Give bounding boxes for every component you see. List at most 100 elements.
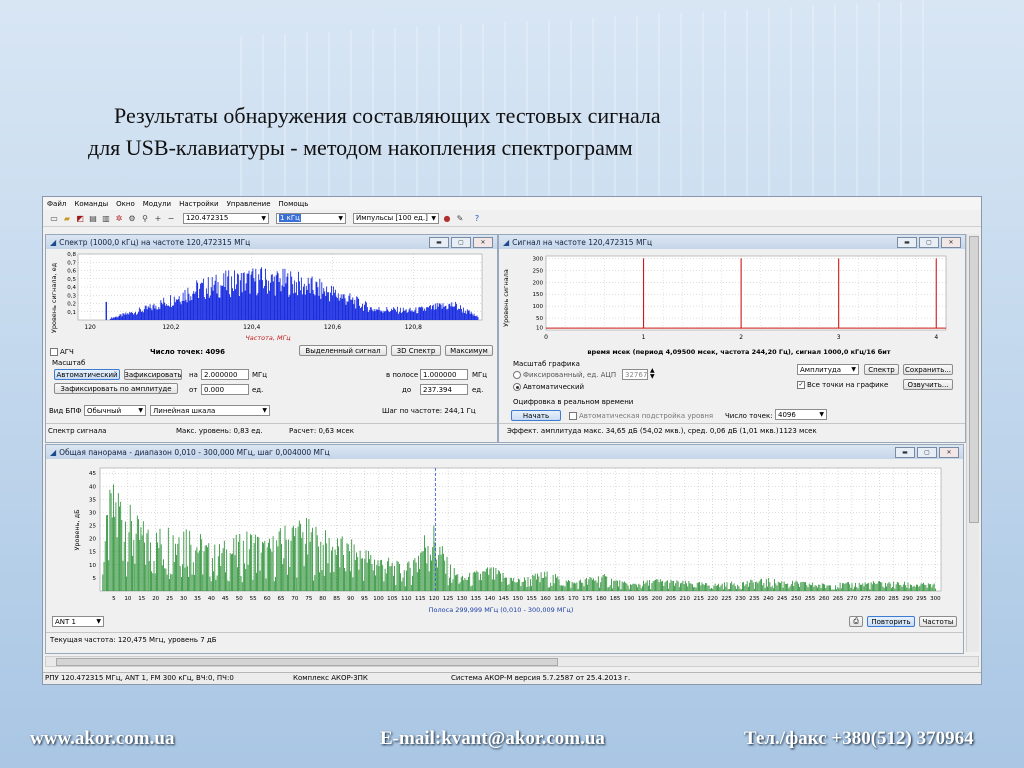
- repeat-button[interactable]: Повторить: [867, 616, 915, 627]
- all-points-checkbox[interactable]: ✓ Все точки на графике: [797, 381, 889, 389]
- close-button[interactable]: ✕: [941, 237, 961, 248]
- help-icon[interactable]: ?: [474, 213, 480, 223]
- frequency-combo[interactable]: 120.472315 ▼: [183, 212, 269, 224]
- spectrum-window-titlebar[interactable]: ◢ Спектр (1000,0 кГц) на частоте 120,472…: [46, 235, 497, 249]
- fixed-adc-input[interactable]: 32767: [622, 369, 648, 380]
- spectrum-x-tick-label: 120: [84, 324, 96, 331]
- signal-x-caption: время мсек (период 4,09500 мсек, частота…: [587, 348, 890, 356]
- maximize-button[interactable]: ▢: [919, 237, 939, 248]
- spectrum-button[interactable]: Спектр: [864, 364, 899, 375]
- selected-signal-button[interactable]: Выделенный сигнал: [299, 345, 387, 356]
- close-button[interactable]: ✕: [473, 237, 493, 248]
- frequencies-button[interactable]: Частоты: [919, 616, 957, 627]
- menu-file[interactable]: Файл: [47, 199, 67, 208]
- band-caption: Полоса 299,999 МГц (0,010 - 300,009 МГц): [429, 606, 574, 614]
- level-from-input[interactable]: 0.000: [201, 384, 249, 395]
- panorama-x-tick-label: 125: [443, 596, 454, 602]
- auto-scale-radio[interactable]: Автоматический: [513, 383, 584, 391]
- scale-type-select[interactable]: Линейная шкала ▼: [150, 405, 270, 416]
- level-to-input[interactable]: 237.394: [420, 384, 468, 395]
- vertical-scrollbar[interactable]: [966, 234, 979, 652]
- close-button[interactable]: ✕: [939, 447, 959, 458]
- amplitude-select[interactable]: Амплитуда ▼: [797, 364, 859, 375]
- menu-help[interactable]: Помощь: [278, 199, 309, 208]
- panorama-x-tick-label: 10: [124, 596, 131, 602]
- chart-icon[interactable]: ◩: [76, 213, 84, 223]
- panorama-x-tick-label: 100: [373, 596, 384, 602]
- open-folder-icon[interactable]: ▰: [63, 213, 71, 223]
- panorama-x-tick-label: 75: [305, 596, 312, 602]
- panorama-x-tick-label: 85: [333, 596, 340, 602]
- maximize-button[interactable]: ▢: [451, 237, 471, 248]
- graph-icon[interactable]: ▥: [102, 213, 110, 223]
- auto-scale-button[interactable]: Автоматический: [54, 369, 120, 380]
- band-input[interactable]: 1.000000: [420, 369, 468, 380]
- spectrum-status-calc: Расчет: 0,63 мсек: [289, 427, 354, 435]
- agc-checkbox[interactable]: АГЧ: [50, 348, 74, 356]
- auto-level-checkbox[interactable]: Автоматическая подстройка уровня: [569, 412, 713, 420]
- tools-icon[interactable]: ✎: [456, 213, 464, 223]
- menu-settings[interactable]: Настройки: [179, 199, 219, 208]
- zoom-icon[interactable]: ⚲: [142, 213, 148, 223]
- maximum-button[interactable]: Максимум: [445, 345, 493, 356]
- print-icon[interactable]: ⎙: [849, 616, 863, 627]
- panorama-x-tick-label: 230: [735, 596, 746, 602]
- panorama-x-tick-label: 130: [457, 596, 468, 602]
- spectrum-x-tick-label: 120,6: [324, 324, 341, 331]
- chevron-down-icon: ▼: [338, 214, 343, 222]
- fft-type-label: Вид БПФ: [49, 407, 82, 415]
- chevron-down-icon: ▼: [262, 407, 267, 414]
- fix-amplitude-button[interactable]: Зафиксировать по амплитуде: [54, 383, 178, 394]
- fix-scale-button[interactable]: Зафиксировать: [124, 369, 182, 380]
- stepper-icon[interactable]: ▲ ▼: [650, 367, 655, 380]
- mode-combo[interactable]: Импульсы [100 ед.] ▼: [353, 212, 439, 224]
- signal-points-select[interactable]: 4096 ▼: [775, 409, 827, 420]
- antenna-select[interactable]: ANT 1 ▼: [52, 616, 104, 627]
- scale-group-label: Масштаб: [52, 359, 86, 367]
- fft-type-select[interactable]: Обычный ▼: [84, 405, 146, 416]
- chevron-down-icon: ▼: [431, 214, 436, 222]
- save-button[interactable]: Сохранить...: [903, 364, 953, 375]
- spectrum-3d-button[interactable]: 3D Спектр: [391, 345, 441, 356]
- chevron-down-icon: ▼: [261, 214, 266, 222]
- panorama-window-titlebar[interactable]: ◢ Общая панорама - диапазон 0,010 - 300,…: [46, 445, 963, 459]
- scan-icon[interactable]: ✲: [115, 213, 123, 223]
- spectrum-chart: Уровень сигнала, ед Частота, МГц 0,1 0,2 0…: [50, 252, 483, 342]
- panorama-x-tick-label: 105: [387, 596, 398, 602]
- window-icon: ◢: [503, 237, 510, 247]
- menu-control[interactable]: Управление: [226, 199, 271, 208]
- voice-button[interactable]: Озвучить...: [903, 379, 953, 390]
- minimize-button[interactable]: ▬: [429, 237, 449, 248]
- keyboard-icon[interactable]: ▭: [50, 213, 58, 223]
- points-count-label: Число точек: 4096: [150, 348, 225, 356]
- filter-icon[interactable]: ⚙: [128, 213, 136, 223]
- fixed-scale-radio[interactable]: Фиксированный, ед. АЦП: [513, 371, 616, 379]
- at-label: на: [189, 371, 198, 379]
- minimize-button[interactable]: ▬: [895, 447, 915, 458]
- panorama-x-tick-label: 80: [319, 596, 326, 602]
- spectrum-window-title: Спектр (1000,0 кГц) на частоте 120,47231…: [59, 237, 251, 247]
- minimize-button[interactable]: ▬: [897, 237, 917, 248]
- spectrum-y-tick-label: 0,8: [67, 252, 76, 258]
- unit-mhz-label: МГц: [252, 371, 268, 379]
- panorama-x-tick-label: 295: [916, 596, 927, 602]
- panorama-x-tick-label: 190: [624, 596, 635, 602]
- panorama-x-tick-label: 245: [777, 596, 788, 602]
- panorama-x-tick-label: 280: [874, 596, 885, 602]
- plus-icon[interactable]: +: [154, 213, 162, 223]
- center-frequency-input[interactable]: 2.000000: [201, 369, 249, 380]
- panorama-x-tick-label: 205: [666, 596, 677, 602]
- menu-modules[interactable]: Модули: [142, 199, 172, 208]
- horizontal-scrollbar[interactable]: [45, 656, 979, 667]
- document-icon[interactable]: ▤: [89, 213, 97, 223]
- panorama-y-tick-label: 5: [93, 576, 97, 582]
- menu-window[interactable]: Окно: [116, 199, 135, 208]
- bandwidth-combo[interactable]: 1 кГц ▼: [276, 212, 346, 224]
- menu-commands[interactable]: Команды: [74, 199, 109, 208]
- signal-window-titlebar[interactable]: ◢ Сигнал на частоте 120,472315 МГц ▬ ▢ ✕: [499, 235, 965, 249]
- minus-icon[interactable]: −: [167, 213, 175, 223]
- record-icon[interactable]: ●: [443, 213, 451, 223]
- start-button[interactable]: Начать: [511, 410, 561, 421]
- maximize-button[interactable]: ▢: [917, 447, 937, 458]
- panorama-x-tick-label: 55: [250, 596, 257, 602]
